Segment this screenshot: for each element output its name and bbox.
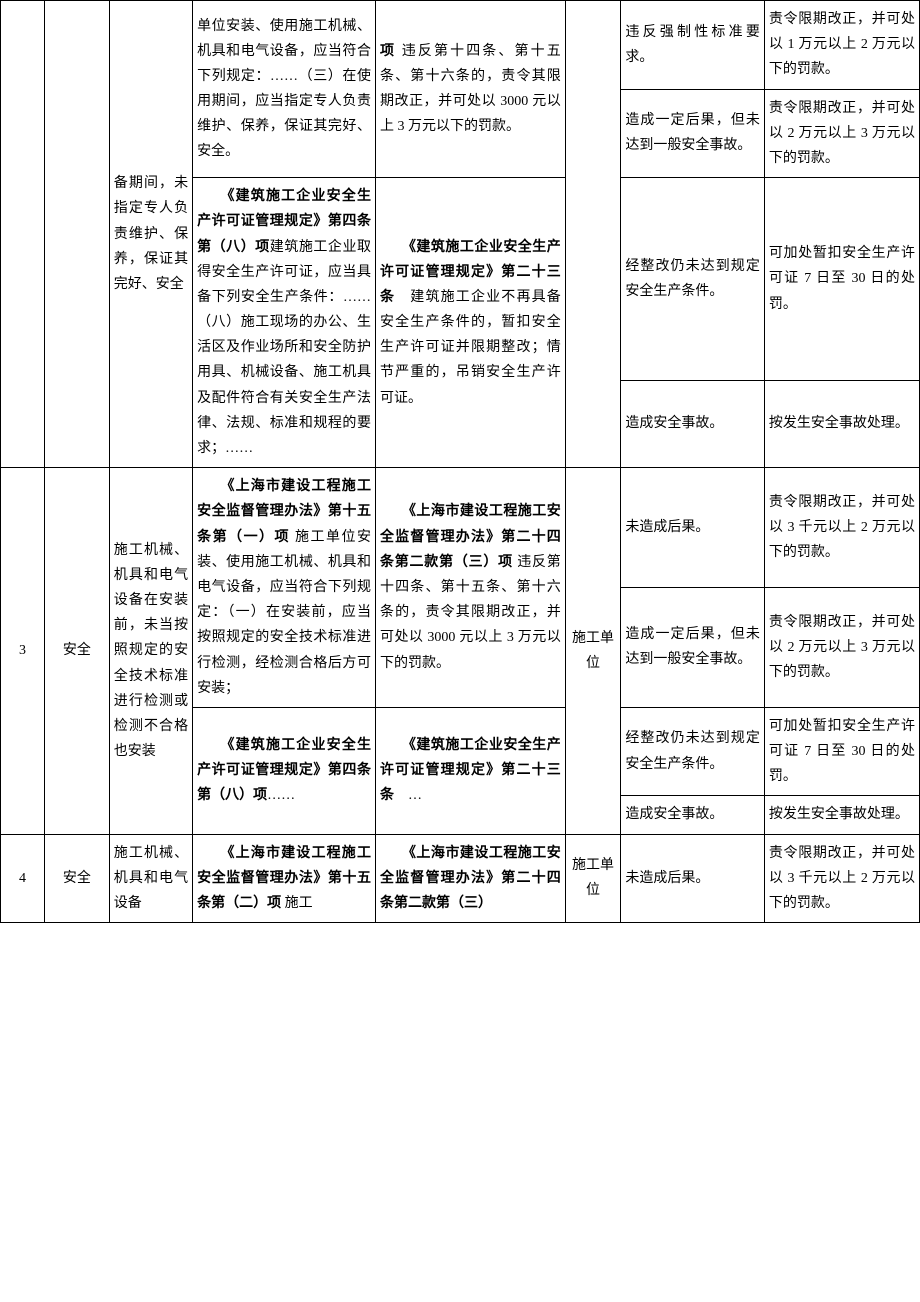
- table-cell: 可加处暂扣安全生产许可证 7 日至 30 日的处罚。: [764, 707, 919, 796]
- table-cell: 可加处暂扣安全生产许可证 7 日至 30 日的处罚。: [764, 178, 919, 381]
- table-cell: 施工单位: [565, 834, 621, 923]
- table-cell: 按发生安全事故处理。: [764, 796, 919, 834]
- table-cell: 《上海市建设工程施工安全监督管理办法》第二十四条第二款第（三）项 违反第十四条、…: [375, 468, 565, 708]
- table-cell: 《建筑施工企业安全生产许可证管理规定》第二十三条 …: [375, 707, 565, 834]
- table-cell: 施工机械、机具和电气设备在安装前，未当按照规定的安全技术标准进行检测或检测不合格…: [109, 468, 192, 834]
- table-cell: 项 违反第十四条、第十五条、第十六条的，责令其限期改正，并可处以 3000 元以…: [375, 1, 565, 178]
- table-cell: 按发生安全事故处理。: [764, 380, 919, 467]
- table-cell: 责令限期改正，并可处以 2 万元以上 3 万元以下的罚款。: [764, 89, 919, 178]
- table-cell: 造成安全事故。: [621, 380, 765, 467]
- table-cell: [1, 1, 45, 468]
- table-cell: 《上海市建设工程施工安全监督管理办法》第十五条第（二）项 施工: [193, 834, 376, 923]
- table-cell: 造成安全事故。: [621, 796, 765, 834]
- table-cell: 未造成后果。: [621, 834, 765, 923]
- table-cell: 经整改仍未达到规定安全生产条件。: [621, 178, 765, 381]
- table-cell: 安全: [44, 468, 109, 834]
- table-cell: 安全: [44, 834, 109, 923]
- table-cell: 责令限期改正，并可处以 2 万元以上 3 万元以下的罚款。: [764, 588, 919, 708]
- table-cell: 《上海市建设工程施工安全监督管理办法》第二十四条第二款第（三）: [375, 834, 565, 923]
- table-cell: 《上海市建设工程施工安全监督管理办法》第十五条第（一）项 施工单位安装、使用施工…: [193, 468, 376, 708]
- table-cell: 3: [1, 468, 45, 834]
- table-cell: 经整改仍未达到规定安全生产条件。: [621, 707, 765, 796]
- table-cell: 未造成后果。: [621, 468, 765, 588]
- table-cell: 施工机械、机具和电气设备: [109, 834, 192, 923]
- table-cell: 责令限期改正，并可处以 3 千元以上 2 万元以下的罚款。: [764, 468, 919, 588]
- table-cell: 责令限期改正，并可处以 1 万元以上 2 万元以下的罚款。: [764, 1, 919, 90]
- table-row: 备期间，未指定专人负责维护、保养，保证其完好、安全单位安装、使用施工机械、机具和…: [1, 1, 920, 90]
- table-cell: 施工单位: [565, 468, 621, 834]
- table-cell: 《建筑施工企业安全生产许可证管理规定》第二十三条 建筑施工企业不再具备安全生产条…: [375, 178, 565, 468]
- table-cell: [565, 1, 621, 468]
- table-cell: [44, 1, 109, 468]
- regulation-table: 备期间，未指定专人负责维护、保养，保证其完好、安全单位安装、使用施工机械、机具和…: [0, 0, 920, 923]
- table-body: 备期间，未指定专人负责维护、保养，保证其完好、安全单位安装、使用施工机械、机具和…: [1, 1, 920, 923]
- table-cell: 《建筑施工企业安全生产许可证管理规定》第四条第（八）项建筑施工企业取得安全生产许…: [193, 178, 376, 468]
- table-row: 3安全施工机械、机具和电气设备在安装前，未当按照规定的安全技术标准进行检测或检测…: [1, 468, 920, 588]
- table-cell: 《建筑施工企业安全生产许可证管理规定》第四条第（八）项……: [193, 707, 376, 834]
- table-cell: 单位安装、使用施工机械、机具和电气设备，应当符合下列规定：……（三）在使用期间，…: [193, 1, 376, 178]
- table-cell: 违反强制性标准要求。: [621, 1, 765, 90]
- table-row: 4安全施工机械、机具和电气设备 《上海市建设工程施工安全监督管理办法》第十五条第…: [1, 834, 920, 923]
- table-cell: 4: [1, 834, 45, 923]
- table-cell: 责令限期改正，并可处以 3 千元以上 2 万元以下的罚款。: [764, 834, 919, 923]
- table-cell: 造成一定后果，但未达到一般安全事故。: [621, 588, 765, 708]
- table-cell: 造成一定后果，但未达到一般安全事故。: [621, 89, 765, 178]
- table-cell: 备期间，未指定专人负责维护、保养，保证其完好、安全: [109, 1, 192, 468]
